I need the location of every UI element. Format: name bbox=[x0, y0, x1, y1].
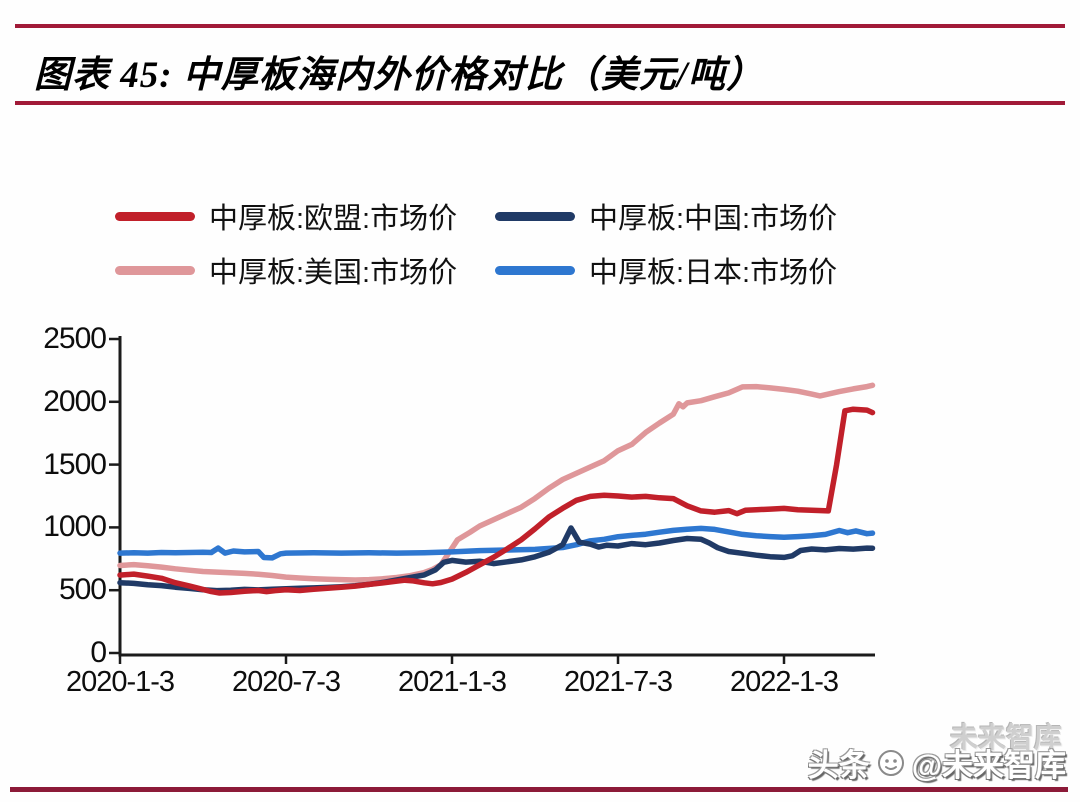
legend-item-eu: 中厚板:欧盟:市场价 bbox=[115, 198, 458, 235]
legend-label-japan: 中厚板:日本:市场价 bbox=[589, 257, 838, 289]
figure-title: 图表 45: 中厚板海内外价格对比（美元/吨） bbox=[34, 55, 765, 96]
title-rule-bottom bbox=[15, 101, 1065, 105]
watermark-ghost-text: 未来智库 bbox=[949, 722, 1062, 753]
watermark-handle: @未来智库 bbox=[911, 748, 1066, 783]
series-line- bbox=[117, 525, 876, 561]
legend-label-china: 中厚板:中国:市场价 bbox=[589, 203, 838, 235]
title-rule-top bbox=[15, 24, 1065, 28]
legend-item-us: 中厚板:美国:市场价 bbox=[115, 252, 458, 289]
y-tick-label: 1500 bbox=[43, 447, 107, 481]
y-tick-label: 1000 bbox=[43, 510, 107, 544]
y-tick-label: 0 bbox=[90, 636, 107, 669]
legend-swatch-us bbox=[115, 265, 195, 275]
legend-item-japan: 中厚板:日本:市场价 bbox=[495, 252, 838, 289]
legend-swatch-eu bbox=[115, 211, 195, 221]
watermark-prefix: 头条 bbox=[807, 748, 870, 783]
watermark: 头条 @未来智库 bbox=[808, 740, 1066, 785]
y-tick-label: 2500 bbox=[43, 322, 107, 355]
footer-rule bbox=[10, 787, 1068, 792]
series-line- bbox=[117, 382, 876, 583]
axis-lines bbox=[118, 336, 875, 657]
legend-label-eu: 中厚板:欧盟:市场价 bbox=[209, 203, 458, 235]
legend-swatch-china bbox=[495, 211, 575, 221]
y-tick-label: 500 bbox=[58, 573, 107, 607]
x-tick-label: 2020-1-3 bbox=[65, 666, 175, 698]
series-line- bbox=[117, 406, 876, 596]
legend-label-us: 中厚板:美国:市场价 bbox=[209, 257, 458, 289]
x-tick-label: 2020-7-3 bbox=[231, 666, 341, 698]
legend-swatch-japan bbox=[495, 265, 575, 275]
x-tick-label: 2021-1-3 bbox=[397, 666, 507, 698]
y-tick-label: 2000 bbox=[43, 384, 107, 418]
legend-item-china: 中厚板:中国:市场价 bbox=[495, 198, 838, 235]
x-tick-label: 2022-1-3 bbox=[729, 666, 839, 698]
x-tick-label: 2021-7-3 bbox=[563, 666, 673, 698]
toutiao-logo-icon bbox=[877, 749, 904, 776]
